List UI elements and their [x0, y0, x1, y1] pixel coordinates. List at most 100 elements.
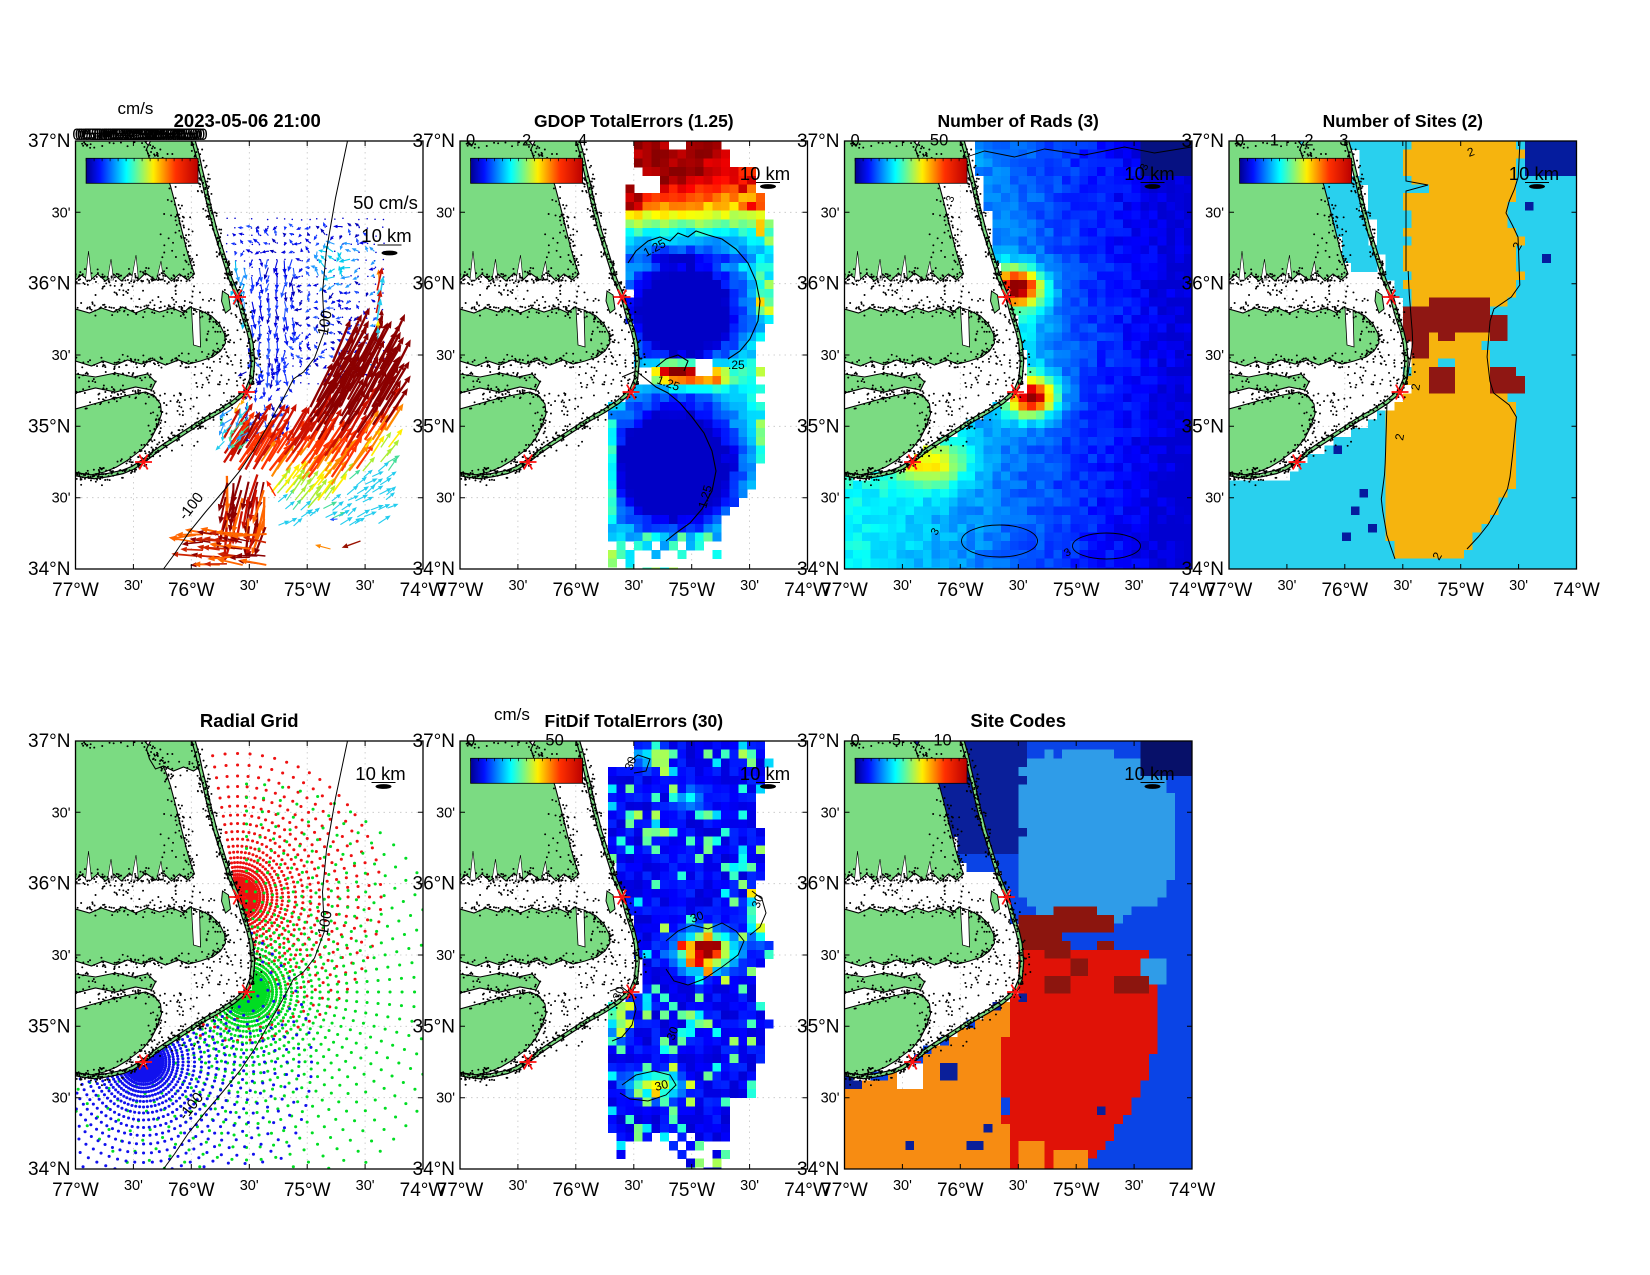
svg-text:30': 30' — [356, 1178, 375, 1194]
svg-text:10 km: 10 km — [1509, 163, 1559, 184]
svg-text:34°N: 34°N — [1182, 559, 1224, 580]
svg-text:0: 0 — [79, 126, 88, 144]
svg-text:30: 30 — [145, 126, 163, 144]
svg-text:5: 5 — [91, 126, 100, 144]
svg-text:10 km: 10 km — [740, 763, 790, 784]
svg-text:30': 30' — [1277, 578, 1296, 594]
svg-text:30: 30 — [142, 126, 160, 144]
svg-text:25: 25 — [133, 126, 151, 144]
svg-text:77°W: 77°W — [821, 580, 868, 601]
svg-text:3: 3 — [1062, 546, 1073, 559]
svg-text:74°W: 74°W — [784, 580, 831, 601]
svg-text:2: 2 — [1408, 382, 1423, 391]
svg-text:30': 30' — [52, 348, 71, 364]
svg-text:30': 30' — [893, 1178, 912, 1194]
svg-text:FitDif TotalErrors (30): FitDif TotalErrors (30) — [545, 711, 724, 731]
svg-text:74°W: 74°W — [400, 1180, 447, 1201]
svg-text:30': 30' — [893, 578, 912, 594]
svg-text:-100: -100 — [175, 1089, 207, 1123]
svg-text:74°W: 74°W — [784, 1180, 831, 1201]
svg-text:10 km: 10 km — [361, 225, 411, 246]
svg-text:20: 20 — [115, 126, 133, 144]
svg-text:0: 0 — [72, 126, 81, 144]
svg-text:.25: .25 — [728, 358, 745, 372]
svg-text:30': 30' — [1125, 578, 1144, 594]
svg-text:30': 30' — [52, 491, 71, 507]
svg-text:75°W: 75°W — [284, 1180, 331, 1201]
svg-text:30': 30' — [821, 491, 840, 507]
svg-text:45: 45 — [173, 126, 191, 144]
svg-text:36°N: 36°N — [797, 274, 839, 295]
svg-text:40: 40 — [160, 126, 178, 144]
svg-text:40: 40 — [162, 126, 180, 144]
svg-text:10 km: 10 km — [740, 163, 790, 184]
svg-text:36°N: 36°N — [797, 874, 839, 895]
svg-text:35: 35 — [153, 126, 171, 144]
svg-text:35: 35 — [151, 126, 169, 144]
svg-text:30': 30' — [821, 948, 840, 964]
svg-text:34°N: 34°N — [797, 1159, 839, 1180]
svg-text:30': 30' — [124, 578, 143, 594]
svg-text:5: 5 — [88, 126, 97, 144]
svg-text:30': 30' — [740, 578, 759, 594]
svg-text:74°W: 74°W — [400, 580, 447, 601]
svg-text:36°N: 36°N — [1182, 274, 1224, 295]
svg-text:30': 30' — [1509, 578, 1528, 594]
svg-text:76°W: 76°W — [937, 1180, 984, 1201]
svg-text:75°W: 75°W — [1053, 1180, 1100, 1201]
svg-text:34°N: 34°N — [413, 559, 455, 580]
svg-text:30': 30' — [821, 1091, 840, 1107]
svg-text:100: 100 — [315, 909, 336, 937]
svg-text:30: 30 — [135, 126, 153, 144]
svg-text:30': 30' — [240, 1178, 259, 1194]
svg-text:10 km: 10 km — [355, 763, 405, 784]
svg-text:2: 2 — [1465, 144, 1476, 160]
svg-text:30': 30' — [508, 1178, 527, 1194]
svg-text:50: 50 — [184, 126, 202, 144]
svg-text:50 cm/s: 50 cm/s — [353, 192, 418, 213]
svg-text:15: 15 — [108, 126, 126, 144]
svg-text:30': 30' — [821, 205, 840, 221]
svg-text:74°W: 74°W — [1169, 1180, 1216, 1201]
svg-text:Number of Rads (3): Number of Rads (3) — [937, 111, 1098, 131]
svg-text:30: 30 — [622, 754, 640, 772]
svg-text:37°N: 37°N — [1182, 131, 1224, 152]
svg-text:100: 100 — [315, 309, 336, 337]
svg-text:76°W: 76°W — [552, 580, 599, 601]
svg-text:30': 30' — [624, 578, 643, 594]
svg-text:30: 30 — [664, 1024, 682, 1042]
svg-text:GDOP TotalErrors (1.25): GDOP TotalErrors (1.25) — [534, 111, 734, 131]
svg-text:0: 0 — [75, 126, 84, 144]
svg-text:30': 30' — [821, 805, 840, 821]
svg-text:50: 50 — [182, 126, 200, 144]
svg-text:37°N: 37°N — [413, 731, 455, 752]
svg-text:15: 15 — [104, 126, 122, 144]
svg-text:Number of Sites (2): Number of Sites (2) — [1323, 111, 1483, 131]
svg-text:35°N: 35°N — [28, 416, 70, 437]
svg-text:75°W: 75°W — [284, 580, 331, 601]
svg-text:30': 30' — [124, 1178, 143, 1194]
svg-text:30': 30' — [436, 948, 455, 964]
svg-text:10: 10 — [100, 126, 118, 144]
svg-text:37°N: 37°N — [413, 131, 455, 152]
svg-text:3: 3 — [1138, 162, 1151, 172]
svg-text:40: 40 — [157, 126, 175, 144]
svg-text:30': 30' — [436, 805, 455, 821]
svg-text:30': 30' — [436, 1091, 455, 1107]
svg-text:2: 2 — [1392, 432, 1407, 441]
svg-text:25: 25 — [124, 126, 142, 144]
svg-text:30': 30' — [508, 578, 527, 594]
svg-text:30: 30 — [138, 126, 156, 144]
svg-text:10 km: 10 km — [1124, 763, 1174, 784]
svg-text:37°N: 37°N — [28, 131, 70, 152]
svg-text:36°N: 36°N — [413, 874, 455, 895]
svg-text:45: 45 — [176, 126, 194, 144]
svg-text:3: 3 — [929, 526, 942, 537]
svg-text:77°W: 77°W — [821, 1180, 868, 1201]
svg-text:45: 45 — [169, 126, 187, 144]
svg-text:77°W: 77°W — [52, 1180, 99, 1201]
svg-text:10 km: 10 km — [1124, 163, 1174, 184]
svg-text:0: 0 — [82, 126, 91, 144]
svg-text:75°W: 75°W — [668, 580, 715, 601]
svg-text:2023-05-06 21:00: 2023-05-06 21:00 — [174, 110, 321, 131]
